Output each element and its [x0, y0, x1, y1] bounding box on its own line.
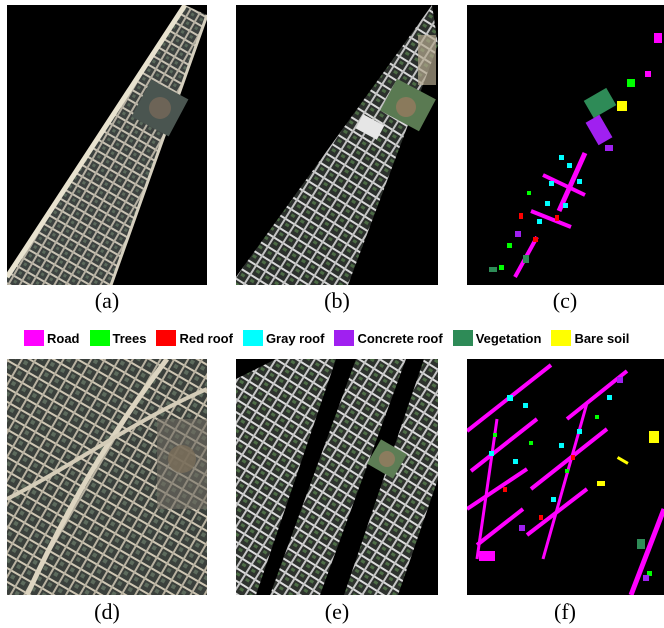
ground-truth-strip-c	[489, 33, 662, 278]
false-color-full-scene-d	[7, 359, 207, 595]
legend-swatch-concrete-roof	[334, 330, 355, 346]
legend-swatch-vegetation	[452, 330, 473, 346]
legend-swatch-gray-roof	[242, 330, 263, 346]
caption-d: (d)	[94, 599, 120, 624]
legend-label-road: Road	[47, 330, 80, 346]
ground-truth-map-c	[467, 5, 664, 285]
legend-item-gray-roof: Gray roof	[242, 330, 325, 346]
class-legend: Road Trees Red roof Gray roof Concrete r…	[24, 327, 629, 349]
ground-truth-map-f	[467, 359, 664, 595]
false-color-strip-a	[7, 5, 207, 285]
legend-label-red-roof: Red roof	[179, 330, 233, 346]
true-color-strip-b	[236, 5, 438, 285]
legend-label-concrete-roof: Concrete roof	[357, 330, 443, 346]
caption-b: (b)	[324, 288, 350, 313]
legend-swatch-road	[24, 330, 44, 346]
false-color-image-d	[7, 359, 207, 595]
legend-label-bare-soil: Bare soil	[574, 330, 630, 346]
ground-truth-strips-f	[467, 363, 664, 595]
caption-c: (c)	[552, 288, 578, 313]
legend-item-red-roof: Red roof	[156, 330, 233, 346]
true-color-strips-e	[236, 359, 438, 595]
legend-label-gray-roof: Gray roof	[265, 330, 325, 346]
legend-label-vegetation: Vegetation	[475, 330, 542, 346]
legend-swatch-bare-soil	[551, 330, 572, 346]
legend-item-concrete-roof: Concrete roof	[334, 330, 443, 346]
legend-item-road: Road	[24, 330, 80, 346]
legend-item-vegetation: Vegetation	[452, 330, 542, 346]
true-color-image-b	[236, 5, 438, 285]
caption-f: (f)	[554, 599, 576, 624]
legend-swatch-red-roof	[156, 330, 177, 346]
caption-e: (e)	[324, 599, 350, 624]
false-color-image-a	[7, 5, 207, 285]
legend-label-trees: Trees	[112, 330, 147, 346]
legend-item-trees: Trees	[89, 330, 147, 346]
legend-swatch-trees	[89, 330, 110, 346]
true-color-image-e	[236, 359, 438, 595]
caption-a: (a)	[94, 288, 120, 313]
legend-item-bare-soil: Bare soil	[551, 330, 629, 346]
